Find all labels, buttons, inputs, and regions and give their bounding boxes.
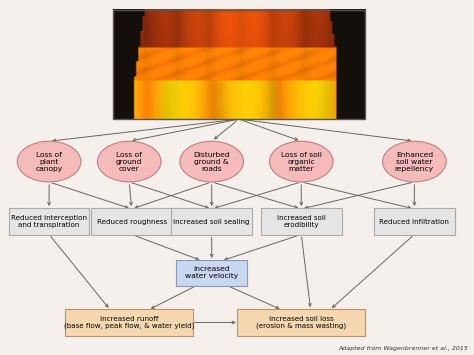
FancyBboxPatch shape [65,309,193,336]
Text: Increased
water velocity: Increased water velocity [185,267,238,279]
Ellipse shape [269,141,333,182]
Text: Enhanced
soil water
repellency: Enhanced soil water repellency [395,152,434,171]
FancyBboxPatch shape [9,208,90,235]
FancyBboxPatch shape [374,208,455,235]
Text: Disturbed
ground &
roads: Disturbed ground & roads [193,152,230,171]
Text: Increased soil loss
(erosion & mass wasting): Increased soil loss (erosion & mass wast… [256,316,346,329]
FancyBboxPatch shape [91,208,172,235]
FancyBboxPatch shape [261,208,342,235]
Ellipse shape [383,141,446,182]
Text: Adapted from Wagenbrenner et al., 2015: Adapted from Wagenbrenner et al., 2015 [339,346,469,351]
Ellipse shape [180,141,244,182]
Ellipse shape [98,141,161,182]
FancyBboxPatch shape [176,260,247,286]
Text: Reduced interception
and transpiration: Reduced interception and transpiration [11,215,87,228]
Text: Loss of soil
organic
matter: Loss of soil organic matter [281,152,322,171]
Ellipse shape [17,141,81,182]
Text: Reduced infiltration: Reduced infiltration [380,219,449,225]
Text: Reduced roughness: Reduced roughness [97,219,167,225]
Text: Loss of
plant
canopy: Loss of plant canopy [36,152,63,171]
FancyBboxPatch shape [172,208,252,235]
Text: Increased soil
erodibility: Increased soil erodibility [277,215,326,228]
Text: Increased soil sealing: Increased soil sealing [173,219,250,225]
Text: Increased runoff
(base flow, peak flow, & water yield): Increased runoff (base flow, peak flow, … [64,316,194,329]
FancyBboxPatch shape [237,309,365,336]
Text: Loss of
ground
cover: Loss of ground cover [116,152,142,171]
